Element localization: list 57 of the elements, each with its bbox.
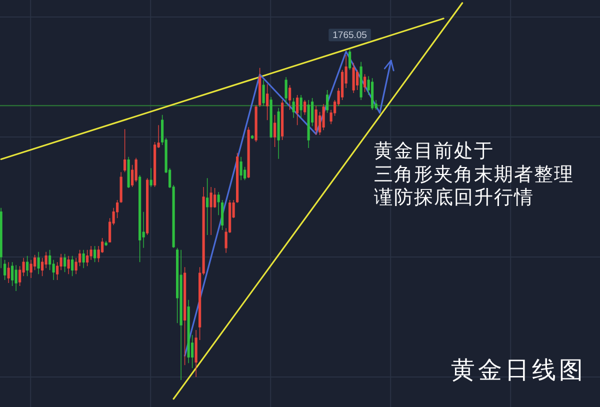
candlestick xyxy=(300,94,302,118)
candlestick xyxy=(371,78,374,110)
candlestick xyxy=(206,178,209,236)
annotation: 谨防探底回升行情 xyxy=(374,186,534,209)
candlestick xyxy=(326,90,329,114)
candlestick xyxy=(352,62,355,94)
candlestick xyxy=(26,256,29,276)
candlestick xyxy=(266,84,269,121)
candlestick xyxy=(274,114,276,148)
candlestick xyxy=(258,68,262,108)
candlestick xyxy=(146,178,149,236)
candlestick xyxy=(210,186,212,236)
candlestick xyxy=(262,80,265,106)
candlestick xyxy=(254,104,258,142)
candlestick xyxy=(284,76,288,104)
annotation: 黄金目前处于 xyxy=(374,140,494,162)
candlestick xyxy=(7,262,10,284)
candlestick xyxy=(314,106,318,136)
annotation: 1765.05 xyxy=(332,30,367,42)
candlestick xyxy=(104,240,108,246)
candlestick xyxy=(296,94,299,126)
candlestick xyxy=(0,208,2,268)
candlestick xyxy=(236,152,239,204)
candlestick xyxy=(82,250,85,268)
candlestick xyxy=(364,74,366,92)
candlestick xyxy=(194,330,198,378)
candlestick xyxy=(292,98,295,118)
candlestick xyxy=(270,96,272,138)
text: 黄金日线图 xyxy=(451,356,586,384)
candlestick xyxy=(120,172,122,204)
candlestick xyxy=(71,256,74,276)
candlestick xyxy=(86,250,89,266)
candlestick xyxy=(348,48,352,70)
candlestick xyxy=(281,100,284,140)
candlestick xyxy=(37,252,40,274)
candlestick xyxy=(184,266,186,366)
candlestick xyxy=(217,192,220,216)
candlestick xyxy=(64,254,66,272)
candlestick xyxy=(360,62,362,100)
candlestick xyxy=(67,256,70,274)
candlestick xyxy=(221,200,224,230)
candlestick xyxy=(247,126,250,178)
candlestick xyxy=(288,84,292,110)
candlestick xyxy=(180,250,182,380)
candlestick xyxy=(304,100,306,116)
candlestick xyxy=(307,100,310,148)
candlestick xyxy=(127,156,130,188)
candlestick xyxy=(94,246,96,263)
candlestick xyxy=(124,128,126,172)
annotation: 三角形夹角末期者整理 xyxy=(374,163,574,186)
candlestick xyxy=(4,260,6,280)
candlestick xyxy=(14,264,18,292)
candlestick xyxy=(150,168,152,188)
candlestick xyxy=(240,156,242,180)
candlestick xyxy=(277,108,280,160)
candlestick xyxy=(138,174,142,263)
candlestick xyxy=(251,134,254,140)
